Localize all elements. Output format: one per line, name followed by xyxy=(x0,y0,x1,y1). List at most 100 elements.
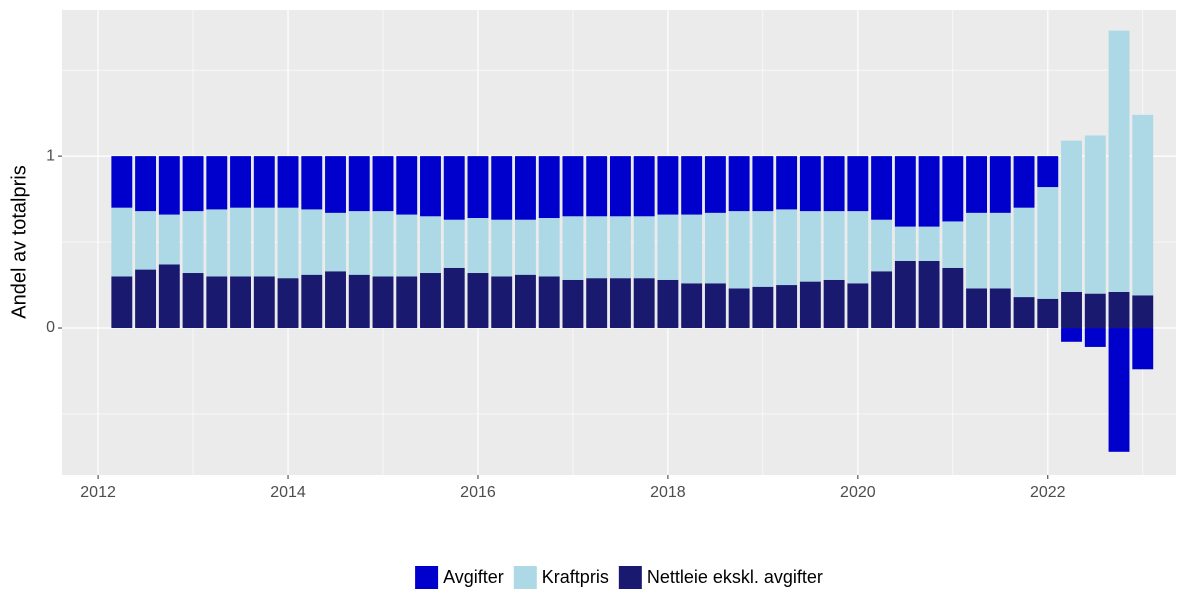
bar xyxy=(230,156,251,208)
bar xyxy=(1132,295,1154,329)
legend-swatch xyxy=(415,566,439,589)
bar xyxy=(1061,140,1082,292)
bar xyxy=(491,219,513,277)
legend-swatch xyxy=(513,566,537,589)
bar xyxy=(633,216,655,279)
x-tick-label: 2022 xyxy=(1030,484,1066,501)
legend-label: Nettleie ekskl. avgifter xyxy=(647,567,823,587)
bar xyxy=(989,288,1011,329)
bar xyxy=(325,156,346,213)
bar xyxy=(776,209,798,286)
bar xyxy=(348,156,370,212)
bar xyxy=(823,211,845,280)
bar xyxy=(301,156,323,210)
bar xyxy=(348,211,370,275)
bar xyxy=(182,273,204,329)
bar xyxy=(942,267,964,329)
bar xyxy=(301,274,323,329)
bar xyxy=(372,276,394,329)
bar xyxy=(633,278,655,329)
bar xyxy=(277,156,299,208)
bar xyxy=(586,278,608,329)
bar xyxy=(111,207,133,277)
bar xyxy=(467,273,489,329)
legend-label: Kraftpris xyxy=(542,567,609,587)
bar xyxy=(871,156,893,220)
bar xyxy=(823,156,845,212)
bar xyxy=(1013,297,1035,329)
bar xyxy=(681,156,703,215)
bar xyxy=(894,156,916,227)
bar xyxy=(396,214,418,277)
bar xyxy=(182,211,204,274)
bar xyxy=(871,271,893,329)
legend-swatch xyxy=(618,566,642,589)
bar xyxy=(1037,156,1059,188)
bar xyxy=(799,211,821,282)
bar xyxy=(158,214,180,265)
bar xyxy=(1013,156,1035,208)
bar xyxy=(609,216,631,279)
bar xyxy=(752,211,774,287)
bar xyxy=(989,156,1011,213)
bar xyxy=(206,209,228,277)
bar xyxy=(515,219,536,275)
bar xyxy=(158,156,180,215)
bar xyxy=(562,279,584,329)
bar xyxy=(966,156,988,213)
bar xyxy=(728,156,750,212)
bar xyxy=(847,211,869,284)
bar xyxy=(135,156,157,212)
bar xyxy=(728,211,750,289)
bar xyxy=(325,271,346,329)
bar xyxy=(135,269,157,329)
bar xyxy=(277,278,299,329)
bar xyxy=(847,156,869,212)
bar xyxy=(467,218,489,274)
bar xyxy=(847,283,869,329)
bar xyxy=(776,156,798,210)
x-tick-label: 2014 xyxy=(270,484,306,501)
bar xyxy=(586,216,608,279)
bar xyxy=(752,156,774,212)
bar xyxy=(1061,328,1082,342)
bar xyxy=(420,273,441,329)
bar xyxy=(135,211,157,270)
bar xyxy=(894,260,916,329)
bar xyxy=(942,221,964,268)
bar xyxy=(657,214,679,280)
bar xyxy=(420,156,441,217)
bar xyxy=(348,274,370,329)
bar xyxy=(1037,187,1059,299)
bar xyxy=(443,219,465,268)
bar xyxy=(989,212,1011,289)
bar xyxy=(704,156,726,213)
bar xyxy=(1084,293,1106,329)
bar xyxy=(1037,298,1059,329)
bar xyxy=(562,156,584,217)
bar xyxy=(562,216,584,280)
bar xyxy=(1132,328,1154,370)
bar xyxy=(776,285,798,329)
bar xyxy=(681,283,703,329)
bar xyxy=(538,218,560,277)
y-tick-label: 0 xyxy=(46,319,55,336)
bar xyxy=(538,276,560,329)
bar xyxy=(609,278,631,329)
bar xyxy=(515,274,536,329)
bar xyxy=(443,267,465,329)
bar xyxy=(111,156,133,208)
bar xyxy=(230,276,251,329)
bar xyxy=(396,276,418,329)
bar xyxy=(657,156,679,215)
bar xyxy=(443,156,465,220)
bar xyxy=(538,156,560,219)
x-tick-label: 2020 xyxy=(840,484,876,501)
bar xyxy=(372,211,394,277)
bar xyxy=(633,156,655,217)
bar xyxy=(681,214,703,284)
bar xyxy=(206,156,228,210)
bar xyxy=(799,281,821,329)
bar xyxy=(253,156,275,208)
